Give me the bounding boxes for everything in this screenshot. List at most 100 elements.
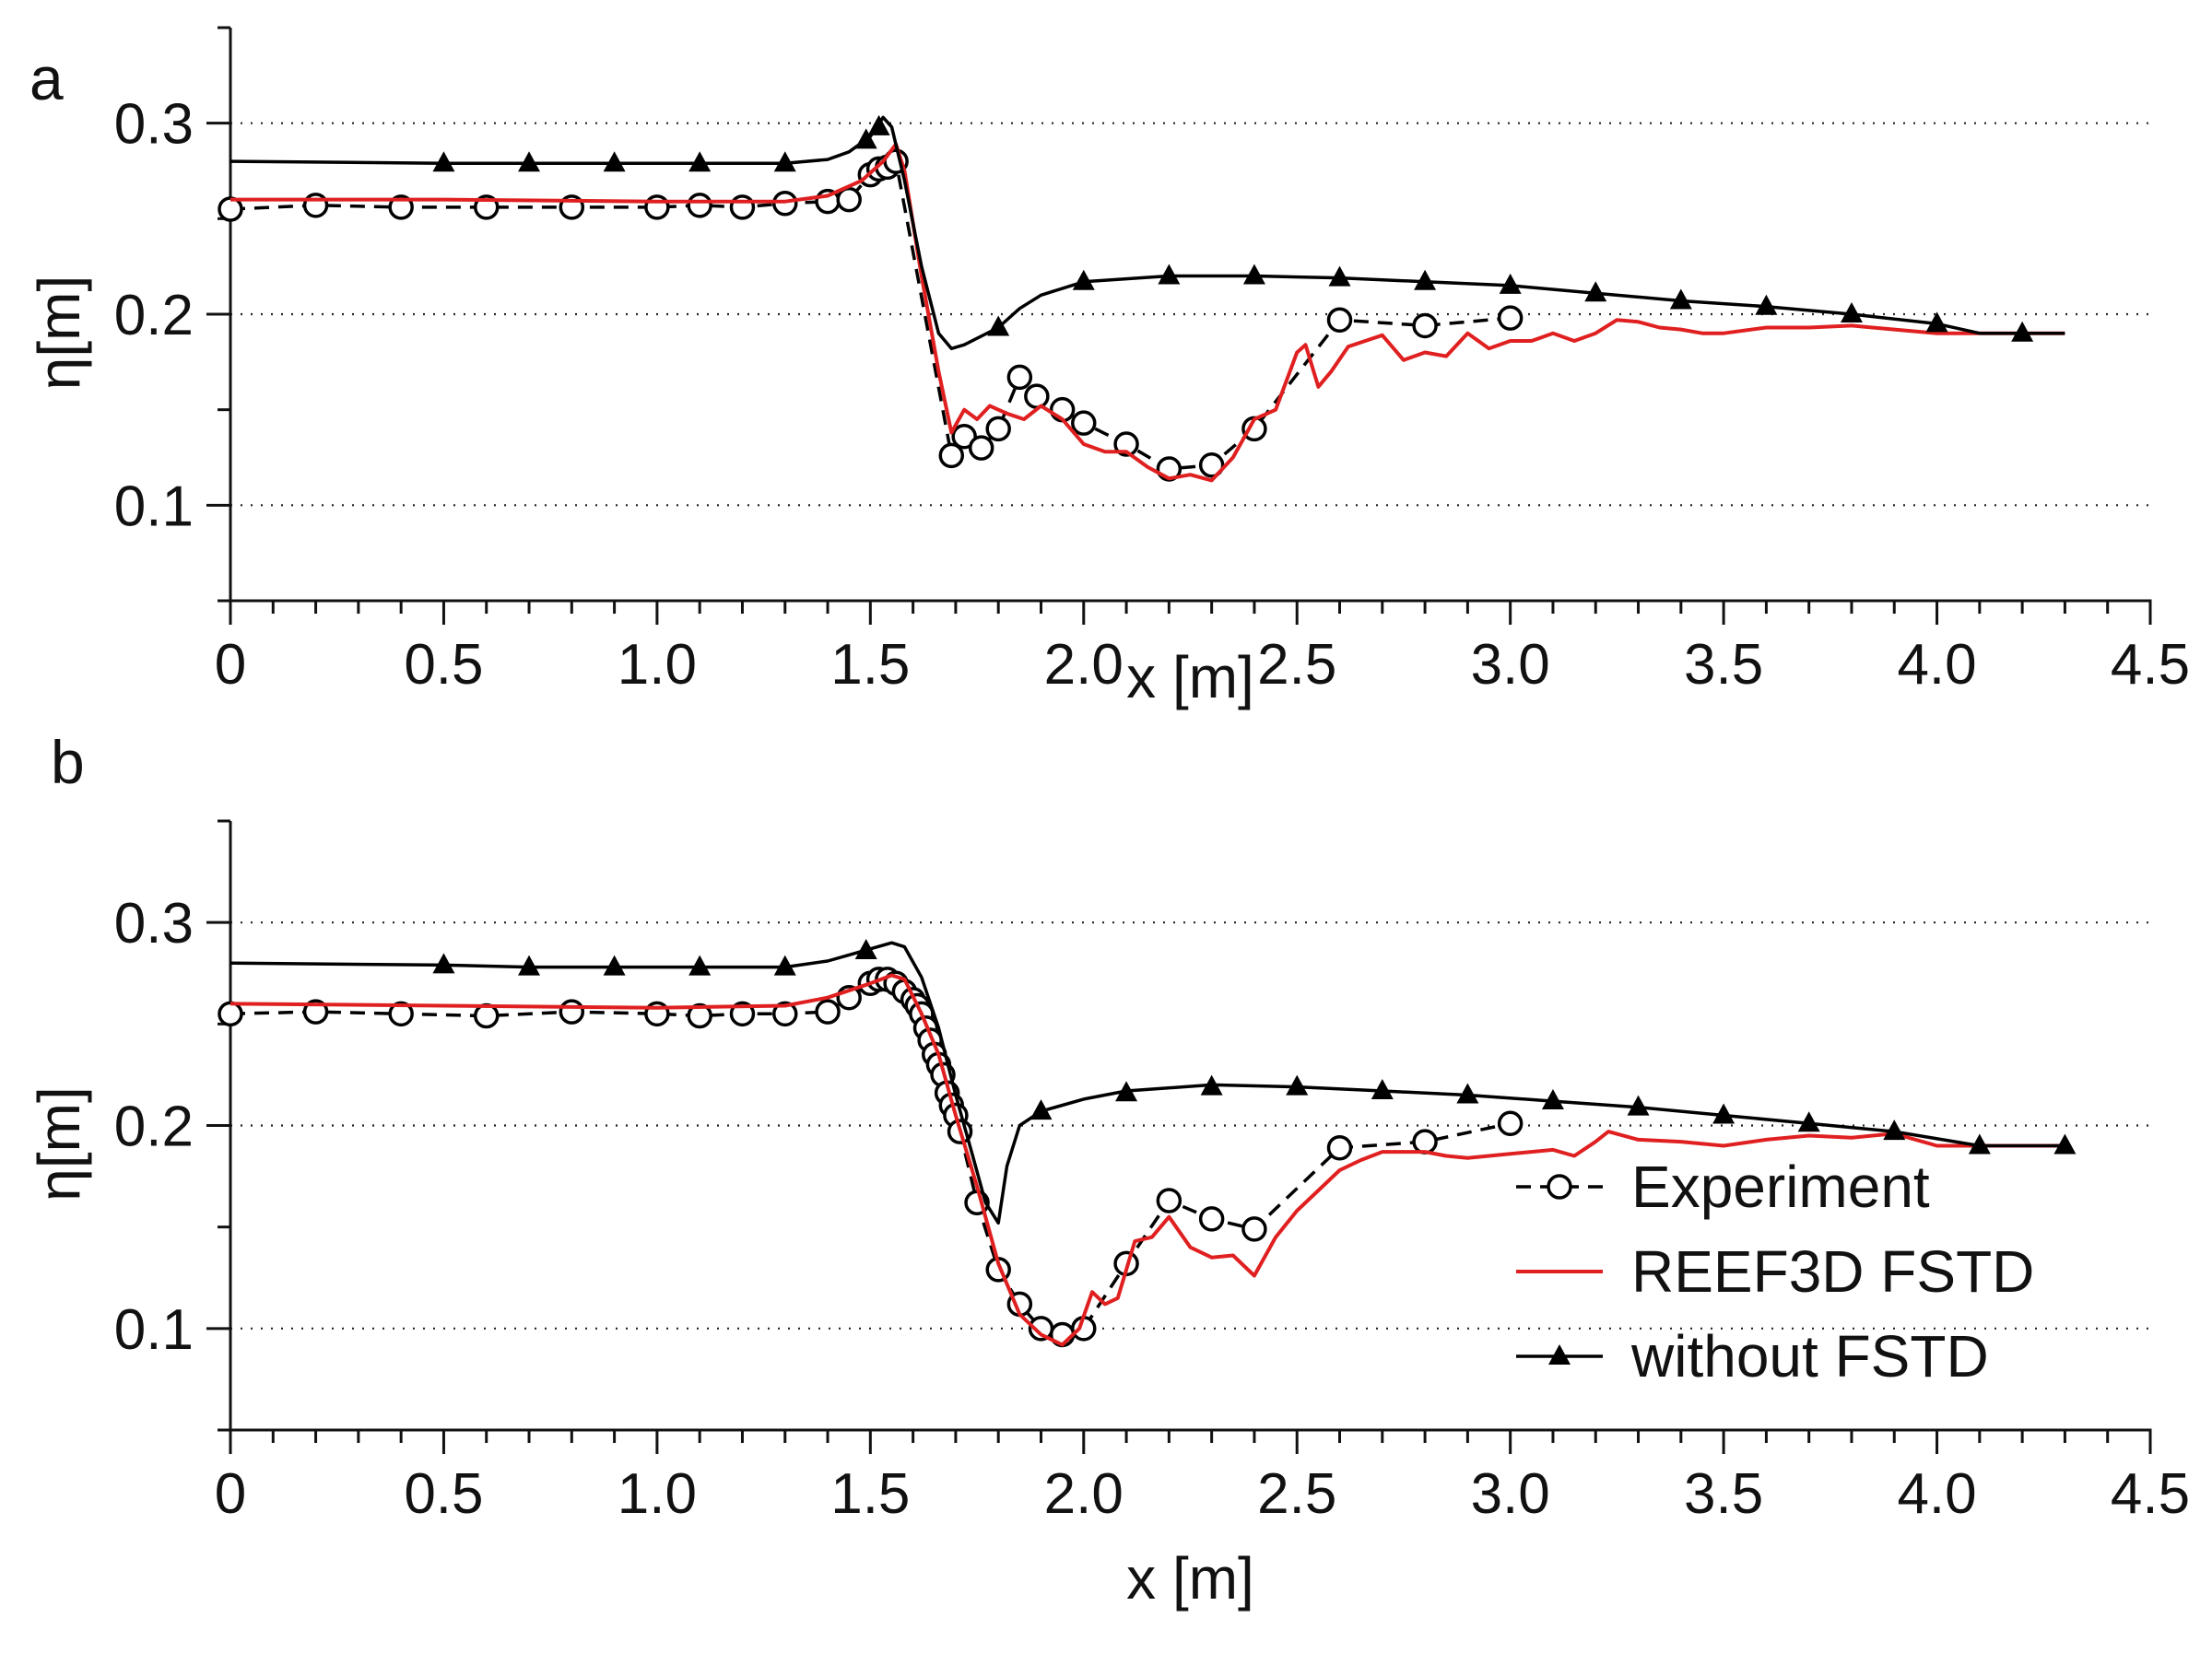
data-point — [687, 193, 712, 218]
series-without-fstd — [229, 939, 2077, 1225]
legend-entry: without FSTD — [1516, 1323, 1989, 1389]
data-point — [815, 999, 841, 1025]
y-tick-label: 0.2 — [114, 284, 194, 347]
data-point — [218, 1001, 243, 1027]
series-reef3d-fstd — [229, 973, 2065, 1347]
data-point — [432, 151, 455, 172]
data-point — [1200, 1074, 1223, 1096]
data-point — [473, 1002, 500, 1029]
data-point — [1371, 1079, 1394, 1100]
x-tick-label: 1.5 — [830, 633, 910, 697]
data-point — [687, 1002, 712, 1029]
data-point — [729, 194, 756, 220]
data-point — [1072, 269, 1095, 290]
x-tick-label: 2.5 — [1257, 1462, 1336, 1526]
y-tick-label: 0.3 — [114, 892, 194, 955]
data-point — [2011, 321, 2034, 342]
series-line — [229, 159, 1511, 471]
data-point — [772, 190, 798, 217]
data-point — [1414, 269, 1437, 290]
axes — [229, 28, 2152, 612]
data-point — [1968, 1133, 1991, 1155]
data-point — [1925, 311, 1948, 333]
data-point — [867, 114, 890, 135]
data-point — [772, 1001, 798, 1027]
data-point — [1584, 281, 1607, 302]
x-tick-label: 0.5 — [404, 1462, 483, 1526]
data-point — [854, 128, 877, 149]
data-point — [518, 955, 541, 976]
data-point — [1286, 1074, 1309, 1096]
y-axis-label: η[m] — [26, 1086, 92, 1201]
panel-b: 0 0.5 1.0 1.5 2.0 2.5 3.0 3.5 4.0 4.5 0.1 0.2 0.3 x [… — [26, 728, 2190, 1612]
data-point — [1006, 364, 1033, 391]
data-point — [1797, 1111, 1820, 1132]
x-tick-label: 3.5 — [1684, 1462, 1763, 1526]
data-point — [1158, 264, 1181, 285]
data-point — [1456, 1083, 1479, 1104]
data-point — [854, 939, 877, 960]
series-line — [229, 973, 2065, 1347]
data-point — [688, 955, 712, 976]
series-line — [229, 941, 2065, 1225]
panel-label: b — [51, 728, 85, 796]
data-point — [1499, 273, 1522, 294]
x-tick-label: 4.5 — [2111, 1462, 2190, 1526]
series-experiment — [218, 967, 1524, 1348]
data-point — [388, 1001, 414, 1027]
data-point — [987, 315, 1010, 336]
data-point — [1156, 1188, 1182, 1213]
data-point — [1071, 410, 1097, 436]
data-point — [1412, 312, 1438, 339]
x-tick-label: 0 — [215, 1462, 246, 1526]
x-tick-label: 4.5 — [2111, 633, 2190, 697]
data-point — [773, 151, 796, 172]
y-tick-label: 0.3 — [114, 93, 194, 157]
data-point — [1541, 1089, 1564, 1110]
y-tick-label: 0.1 — [114, 1298, 194, 1362]
legend-marker — [1547, 1174, 1572, 1200]
data-point — [968, 435, 994, 461]
data-point — [432, 953, 455, 974]
data-point — [1242, 264, 1265, 285]
data-point — [1113, 431, 1139, 457]
series-without-fstd — [229, 114, 2065, 351]
data-point — [518, 151, 541, 172]
legend-label: Experiment — [1631, 1154, 1930, 1220]
data-point — [985, 416, 1011, 442]
data-point — [1198, 1206, 1225, 1232]
x-axis-label: x [m] — [1126, 644, 1254, 710]
y-tick-label: 0.2 — [114, 1096, 194, 1159]
y-tick-label: 0.1 — [114, 475, 194, 538]
data-point — [1755, 294, 1778, 315]
legend-label: without FSTD — [1630, 1323, 1989, 1389]
x-tick-label: 4.0 — [1897, 1462, 1976, 1526]
legend: Experiment REEF3D FSTD without FSTD — [1516, 1154, 2034, 1389]
data-point — [938, 442, 965, 469]
x-tick-label: 4.0 — [1897, 633, 1976, 697]
x-tick-label: 3.0 — [1471, 633, 1550, 697]
x-tick-label: 1.5 — [830, 1462, 910, 1526]
data-point — [1241, 1216, 1267, 1242]
panel-label: a — [29, 44, 64, 112]
data-point — [1497, 1110, 1524, 1137]
panel-a: 0 0.5 1.0 1.5 2.0 2.5 3.0 3.5 4.0 4.5 0.1 0.2 0.3 x [… — [26, 26, 2190, 710]
x-tick-label: 3.0 — [1471, 1462, 1550, 1526]
data-point — [603, 151, 626, 172]
data-point — [2053, 1133, 2077, 1155]
data-point — [1497, 305, 1524, 331]
legend-marker — [1548, 1344, 1571, 1365]
data-point — [688, 151, 712, 172]
series-line — [229, 978, 1512, 1337]
x-tick-label: 3.5 — [1684, 633, 1763, 697]
data-point — [559, 999, 585, 1025]
data-point — [1030, 1099, 1053, 1120]
data-point — [1712, 1103, 1735, 1124]
data-point — [1024, 383, 1050, 409]
x-axis-label: x [m] — [1126, 1545, 1254, 1612]
data-point — [388, 194, 414, 220]
data-point — [1627, 1095, 1650, 1116]
data-point — [773, 955, 796, 976]
series-line — [230, 142, 2065, 483]
